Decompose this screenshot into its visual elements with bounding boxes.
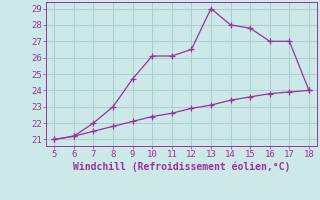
X-axis label: Windchill (Refroidissement éolien,°C): Windchill (Refroidissement éolien,°C) bbox=[73, 162, 290, 172]
